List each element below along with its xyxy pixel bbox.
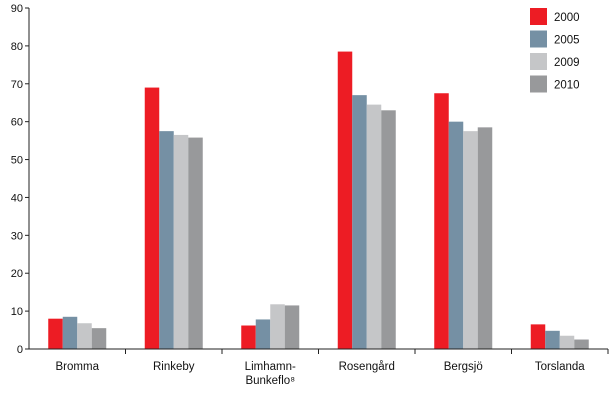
y-tick-label: 0: [17, 344, 23, 356]
bar-2010-4: [477, 127, 493, 349]
bar-2000-4: [434, 93, 449, 349]
legend-label-2009: 2009: [554, 57, 580, 69]
bar-2010-1: [188, 137, 203, 349]
y-tick-label: 90: [11, 3, 23, 15]
x-category-label: Torslanda: [535, 361, 585, 373]
y-tick-label: 70: [11, 79, 23, 91]
bar-2010-2: [284, 305, 300, 349]
bar-2010-0: [91, 328, 107, 349]
legend-label-2000: 2000: [554, 12, 580, 24]
bar-2010-5: [574, 339, 589, 349]
legend-swatch-2010: [530, 75, 547, 93]
bar-2010-3: [381, 110, 396, 349]
x-category-label: Limhamn-: [245, 361, 296, 373]
y-tick-label: 80: [11, 41, 23, 53]
x-category-label: Rinkeby: [153, 361, 195, 373]
bar-2009-1: [173, 134, 189, 349]
bar-2005-3: [352, 95, 367, 350]
y-tick-label: 60: [11, 117, 23, 129]
legend: 2000 2005 2009 2010: [530, 8, 580, 93]
bar-2009-0: [77, 323, 92, 349]
y-tick-label: 50: [11, 155, 23, 167]
bar-2000-1: [144, 87, 160, 350]
legend-label-2005: 2005: [554, 35, 580, 47]
y-tick-label: 10: [11, 306, 23, 318]
legend-label-2010: 2010: [554, 80, 580, 92]
legend-swatch-2005: [530, 30, 547, 48]
y-axis: 0 10 20 30 40 50 60 70 80 90: [11, 3, 30, 356]
bar-2000-0: [48, 318, 63, 349]
y-tick-label: 30: [11, 230, 23, 242]
y-tick-label: 20: [11, 268, 23, 280]
bar-2009-5: [559, 335, 575, 349]
bar-2009-4: [463, 131, 478, 349]
bar-2005-0: [62, 316, 78, 349]
x-category-label: Bunkeflo⁸: [245, 375, 295, 387]
legend-swatch-2009: [530, 53, 547, 70]
bar-2005-4: [448, 121, 464, 350]
x-category-label: Bergsjö: [444, 361, 483, 373]
bar-2000-5: [530, 324, 546, 349]
bar-2000-2: [241, 325, 256, 349]
bar-2009-3: [366, 104, 382, 349]
bar-2005-2: [255, 319, 271, 349]
bar-2000-3: [337, 51, 353, 349]
bars: [48, 51, 589, 350]
bar-2005-1: [159, 131, 174, 349]
x-category-label: Bromma: [56, 361, 100, 373]
y-tick-label: 40: [11, 192, 23, 204]
bar-2009-2: [270, 304, 285, 349]
x-category-label: Rosengård: [339, 361, 395, 373]
bar-2005-5: [545, 330, 560, 349]
legend-swatch-2000: [530, 8, 547, 25]
x-axis: Bromma Rinkeby Limhamn- Bunkeflo⁸ Rosengård B…: [29, 348, 609, 387]
